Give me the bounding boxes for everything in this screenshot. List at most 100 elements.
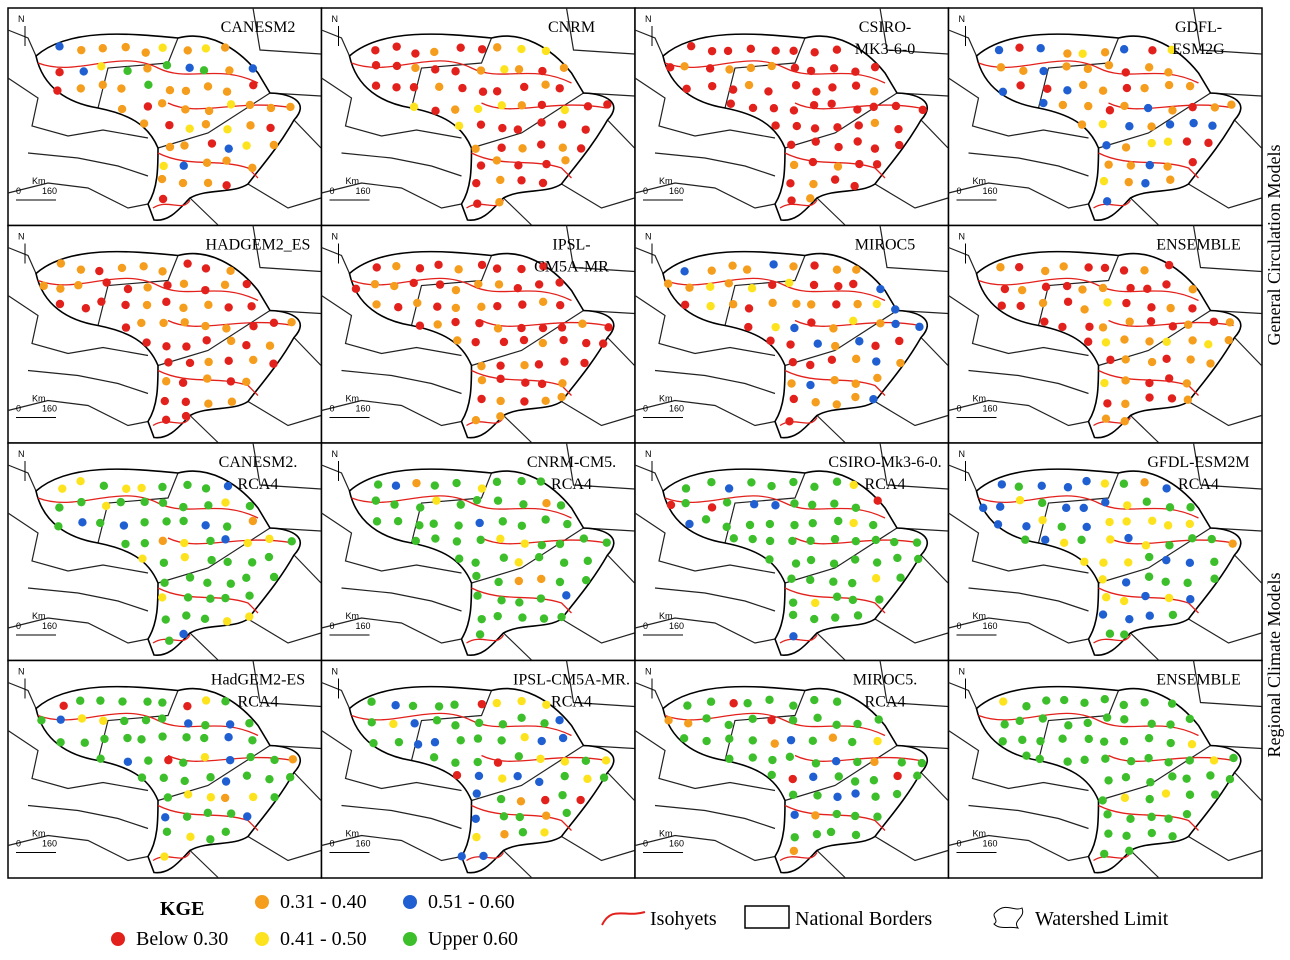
station-dot	[1167, 699, 1177, 708]
station-dot	[1038, 515, 1047, 525]
station-dot	[1122, 517, 1131, 526]
station-dot	[791, 559, 801, 568]
station-dot	[556, 501, 566, 510]
station-dot	[855, 337, 864, 346]
station-dot	[451, 67, 460, 76]
station-dot	[853, 105, 862, 114]
station-dot	[1120, 101, 1129, 111]
station-dot	[497, 736, 506, 745]
panel-title: HadGEM2-ES	[211, 672, 305, 689]
station-dot	[409, 278, 418, 288]
station-dot	[895, 140, 904, 150]
border-line	[321, 29, 351, 57]
station-dot	[518, 144, 527, 153]
station-dot	[854, 121, 863, 130]
station-dot	[810, 48, 819, 57]
station-dot	[849, 480, 858, 490]
panel-title: IPSL-CM5A-MR.	[513, 672, 630, 689]
scale-unit: Km	[346, 611, 360, 621]
station-dot	[851, 789, 860, 798]
station-dot	[1164, 593, 1174, 603]
isohyet	[1093, 634, 1132, 644]
station-dot	[1187, 740, 1197, 749]
station-dot	[769, 104, 779, 113]
station-dot	[680, 62, 689, 71]
station-dot	[476, 535, 485, 545]
north-label: N	[332, 232, 339, 242]
station-dot	[1000, 284, 1010, 294]
station-dot	[517, 44, 526, 54]
station-dot	[286, 102, 295, 112]
legend-label: 0.51 - 0.60	[428, 891, 515, 913]
station-dot	[663, 279, 673, 288]
station-dot	[555, 300, 565, 310]
station-dot	[394, 302, 403, 312]
station-dot	[246, 121, 255, 130]
station-dot	[1103, 810, 1112, 819]
station-dot	[206, 536, 215, 546]
station-dot	[997, 480, 1007, 489]
station-dot	[247, 558, 257, 567]
station-dot	[1165, 503, 1175, 512]
station-dot	[1210, 790, 1220, 799]
watershed	[35, 250, 301, 439]
station-dot	[142, 300, 152, 310]
border-line	[157, 309, 271, 367]
station-dot	[1168, 106, 1177, 115]
station-dot	[474, 718, 484, 728]
border-line	[321, 246, 351, 274]
station-dot	[1182, 774, 1191, 783]
border-line	[1188, 400, 1262, 427]
station-dot	[722, 498, 732, 507]
station-dot	[371, 61, 381, 70]
station-dot	[123, 733, 132, 743]
station-dot	[1017, 285, 1027, 295]
scale-max: 160	[356, 621, 371, 631]
station-dot	[372, 263, 381, 272]
station-dot	[1079, 503, 1088, 513]
station-dot	[517, 713, 526, 723]
station-dot	[408, 701, 418, 711]
station-dot	[832, 400, 841, 409]
station-dot	[765, 555, 774, 564]
station-dot	[893, 553, 902, 563]
border-line	[724, 472, 806, 544]
station-dot	[541, 515, 550, 524]
station-dot	[576, 795, 585, 805]
station-dot	[477, 484, 487, 493]
station-dot	[1141, 179, 1150, 188]
border-line	[1130, 850, 1159, 878]
station-dot	[1119, 700, 1128, 710]
station-dot	[790, 810, 799, 820]
station-dot	[748, 103, 758, 113]
station-dot	[743, 699, 752, 708]
station-dot	[1082, 476, 1091, 486]
station-dot	[833, 162, 843, 171]
station-dot	[513, 771, 522, 781]
station-dot	[767, 770, 776, 780]
border-line	[7, 399, 149, 427]
border-line	[1130, 197, 1159, 226]
station-dot	[220, 43, 230, 52]
station-dot	[1162, 354, 1171, 364]
station-dot	[702, 714, 711, 723]
station-dot	[1022, 751, 1031, 760]
border-line	[503, 415, 532, 443]
station-dot	[542, 700, 551, 709]
station-dot	[809, 179, 818, 189]
station-dot	[808, 736, 818, 746]
station-dot	[1083, 337, 1093, 346]
station-dot	[664, 716, 673, 725]
station-dot	[1062, 281, 1072, 291]
station-dot	[498, 774, 507, 783]
station-dot	[747, 478, 756, 487]
station-dot	[1164, 68, 1173, 77]
station-dot	[830, 534, 840, 544]
station-dot	[185, 63, 194, 73]
station-dot	[451, 721, 460, 730]
border-line	[874, 400, 949, 427]
isohyet	[664, 277, 886, 302]
station-dot	[1210, 103, 1220, 112]
station-dot	[808, 157, 818, 167]
